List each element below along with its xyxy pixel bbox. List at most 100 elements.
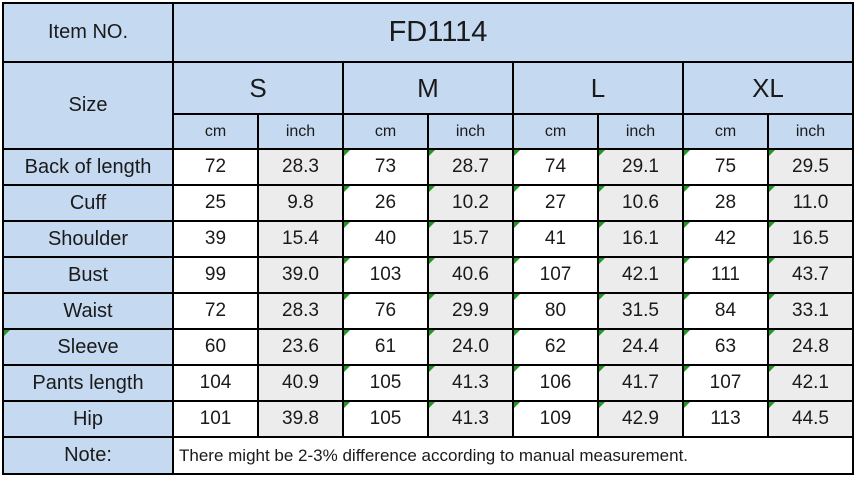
error-indicator-icon [345,223,350,228]
size-value-cell: 28.3 [257,292,344,330]
size-value-cell: 84 [682,292,769,330]
size-value-cell: 44.5 [767,400,854,438]
cell-value: 40.9 [282,372,319,393]
cell-value: 42 [714,228,737,249]
cell-value: 10.6 [622,192,659,213]
error-indicator-icon [600,295,605,300]
cell-value: Sleeve [57,335,119,358]
error-indicator-icon [770,367,775,372]
error-indicator-icon [430,403,435,408]
cell-value: 76 [374,300,397,321]
cell-value: 39.0 [282,264,319,285]
error-indicator-icon [600,151,605,156]
error-indicator-icon [770,151,775,156]
cell-value: 111 [711,264,740,285]
cell-value: 109 [539,408,572,429]
error-indicator-icon [770,295,775,300]
size-value-cell: 41.3 [427,400,514,438]
cell-value: 25 [204,192,227,213]
size-value-cell: 42.9 [597,400,684,438]
item-no-label: Item NO. [2,2,174,63]
error-indicator-icon [345,403,350,408]
cell-value: 29.1 [622,156,659,177]
size-value-cell: 23.6 [257,328,344,366]
size-value-cell: 16.1 [597,220,684,258]
error-indicator-icon [345,187,350,192]
error-indicator-icon [430,295,435,300]
error-indicator-icon [515,403,520,408]
unit-label-cm: cm [342,113,429,150]
size-value-cell: 15.4 [257,220,344,258]
table-row-shoulder: Shoulder 39 15.4 40 15.7 41 16.1 42 16.5 [2,220,854,258]
row-label: Bust [2,256,174,294]
size-value-cell: 80 [512,292,599,330]
unit-label-cm: cm [682,113,769,150]
size-value-cell: 41.7 [597,364,684,402]
size-value-cell: 33.1 [767,292,854,330]
table-row-bust: Bust 99 39.0 103 40.6 107 42.1 111 43.7 [2,256,854,294]
error-indicator-icon [685,151,690,156]
cell-value: 80 [544,300,567,321]
size-value-cell: 9.8 [257,184,344,222]
error-indicator-icon [515,295,520,300]
error-indicator-icon [515,367,520,372]
cell-value: 16.5 [792,228,829,249]
size-value-cell: 24.0 [427,328,514,366]
error-indicator-icon [515,259,520,264]
error-indicator-icon [685,187,690,192]
size-value-cell: 24.4 [597,328,684,366]
size-value-cell: 104 [172,364,259,402]
cell-value: 99 [204,264,227,285]
size-chart-table: Item NO. FD1114 Size S M L XL cm inch cm… [2,2,854,475]
cell-value: 41.3 [452,408,489,429]
size-column-l: L [512,61,684,115]
row-label: Shoulder [2,220,174,258]
size-value-cell: 28 [682,184,769,222]
size-value-cell: 63 [682,328,769,366]
row-label: Back of length [2,148,174,186]
cell-value: 107 [709,372,742,393]
error-indicator-icon [600,331,605,336]
cell-value: 72 [204,156,227,177]
size-value-cell: 16.5 [767,220,854,258]
size-value-cell: 39.8 [257,400,344,438]
cell-value: 33.1 [792,300,829,321]
cell-value: 42.1 [622,264,659,285]
size-value-cell: 31.5 [597,292,684,330]
size-column-xl: XL [682,61,854,115]
error-indicator-icon [685,223,690,228]
error-indicator-icon [685,295,690,300]
cell-value: 43.7 [792,264,829,285]
note-text: There might be 2-3% difference according… [172,436,854,475]
cell-value: 39 [204,228,227,249]
unit-label-cm: cm [512,113,599,150]
error-indicator-icon [600,403,605,408]
size-value-cell: 39 [172,220,259,258]
cell-value: 28.3 [282,156,319,177]
cell-value: 40 [374,228,397,249]
size-value-cell: 27 [512,184,599,222]
cell-value: 42.1 [792,372,829,393]
size-value-cell: 40 [342,220,429,258]
size-value-cell: 40.6 [427,256,514,294]
size-value-cell: 109 [512,400,599,438]
size-value-cell: 106 [512,364,599,402]
unit-header-row: cm inch cm inch cm inch cm inch [3,113,854,150]
cell-value: 11.0 [792,192,829,213]
size-value-cell: 72 [172,292,259,330]
size-value-cell: 41.3 [427,364,514,402]
error-indicator-icon [685,403,690,408]
cell-value: 29.5 [792,156,829,177]
cell-value: 23.6 [282,336,319,357]
cell-value: 105 [369,408,402,429]
error-indicator-icon [515,223,520,228]
error-indicator-icon [430,151,435,156]
cell-value: 44.5 [792,408,829,429]
row-label: Sleeve [2,328,174,366]
size-value-cell: 105 [342,364,429,402]
error-indicator-icon [770,259,775,264]
cell-value: 101 [199,408,232,429]
error-indicator-icon [5,331,10,336]
size-value-cell: 113 [682,400,769,438]
cell-value: 28 [714,192,737,213]
